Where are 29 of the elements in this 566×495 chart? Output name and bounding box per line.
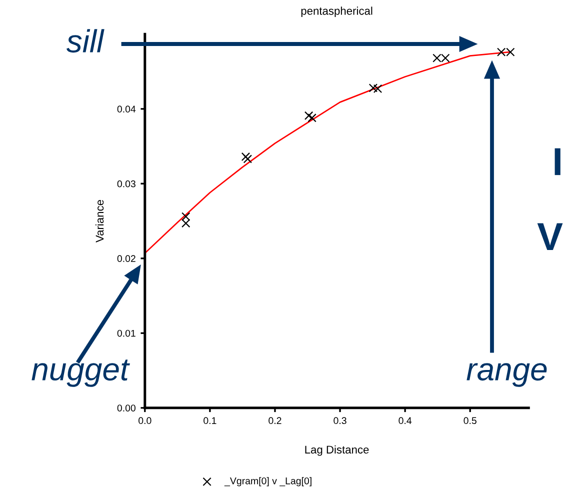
text: nugget <box>32 360 130 387</box>
y-axis-title: Variance <box>95 200 104 242</box>
y-tick-label: 0.03 <box>117 180 136 188</box>
x-tick-label: 0.2 <box>268 417 282 424</box>
x-tick-label: 0.3 <box>334 417 346 424</box>
x-tick-label: 0.1 <box>204 417 216 424</box>
point <box>182 212 190 221</box>
y-tick-label: 0.01 <box>117 330 136 337</box>
text: sill <box>66 29 104 53</box>
point <box>182 218 190 228</box>
y-tick-label: 0.02 <box>117 255 136 262</box>
point <box>304 111 314 120</box>
point <box>308 114 316 122</box>
legend-label: _Vgram[0] v _Lag[0] <box>224 477 312 486</box>
point <box>241 152 250 162</box>
point <box>368 84 378 92</box>
line-series <box>144 51 510 254</box>
chart-title: pentaspherical <box>301 6 372 18</box>
text: V <box>537 223 563 250</box>
point <box>373 84 382 94</box>
x-tick-label: 0.0 <box>138 417 152 424</box>
text: I <box>554 148 560 176</box>
x-axis-title: Lag Distance <box>305 445 369 456</box>
annotation: range <box>466 363 547 387</box>
y-tick-label: 0.00 <box>117 404 136 412</box>
x-tick-label: 0.4 <box>398 417 412 424</box>
y-tick-label: 0.04 <box>117 106 136 113</box>
point <box>243 154 252 164</box>
x-tick-label: 0.5 <box>464 417 476 424</box>
